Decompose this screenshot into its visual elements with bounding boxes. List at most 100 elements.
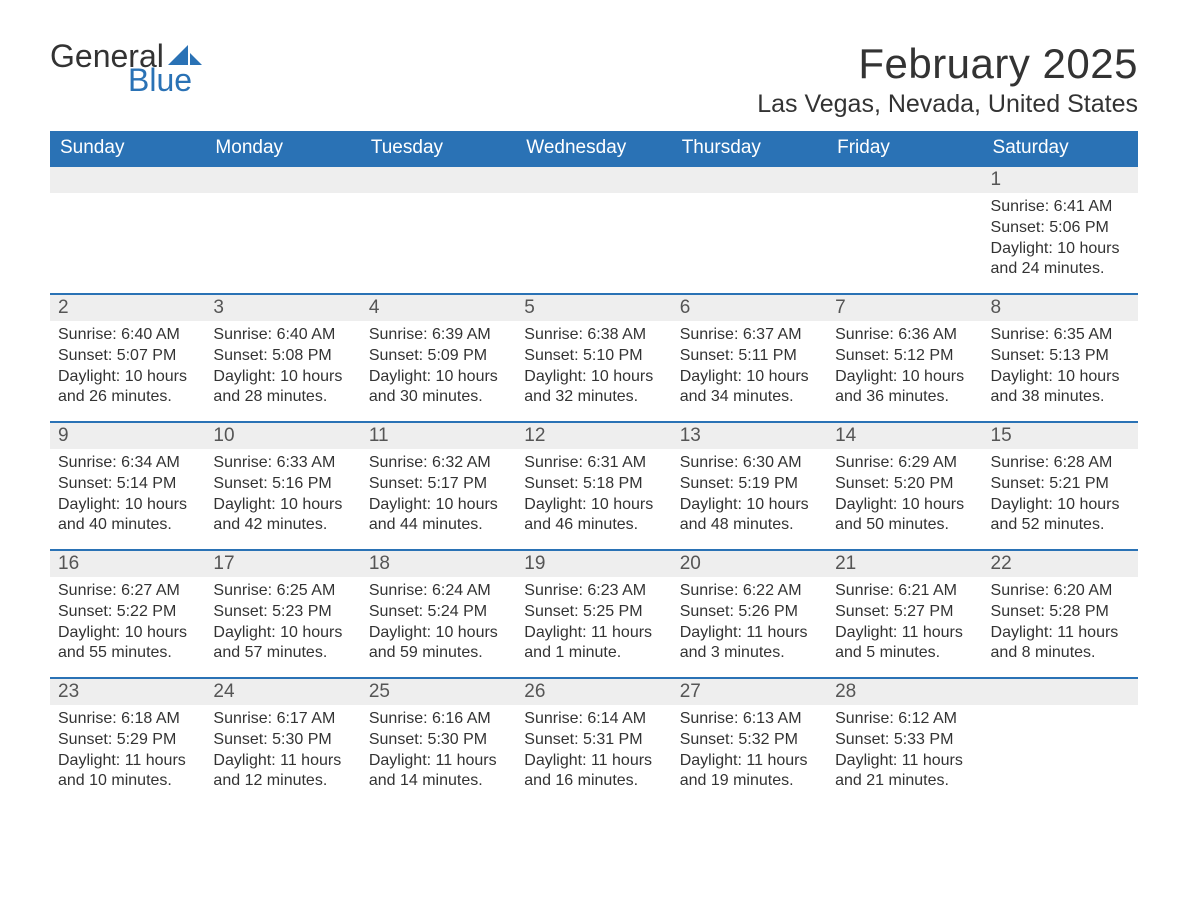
weekday-header: Monday [205, 131, 360, 165]
day-details: Sunrise: 6:32 AMSunset: 5:17 PMDaylight:… [361, 449, 516, 544]
sunset-line: Sunset: 5:07 PM [58, 346, 197, 367]
sunset-line: Sunset: 5:32 PM [680, 730, 819, 751]
sunrise-line: Sunrise: 6:25 AM [213, 581, 352, 602]
calendar-cell [983, 677, 1138, 805]
day-details: Sunrise: 6:36 AMSunset: 5:12 PMDaylight:… [827, 321, 982, 416]
day-number: 6 [672, 293, 827, 321]
day-details: Sunrise: 6:22 AMSunset: 5:26 PMDaylight:… [672, 577, 827, 672]
daylight-line: Daylight: 11 hours and 14 minutes. [369, 751, 508, 793]
day-number: 16 [50, 549, 205, 577]
sunrise-line: Sunrise: 6:40 AM [213, 325, 352, 346]
sunset-line: Sunset: 5:28 PM [991, 602, 1130, 623]
day-details: Sunrise: 6:16 AMSunset: 5:30 PMDaylight:… [361, 705, 516, 800]
day-number: 18 [361, 549, 516, 577]
daylight-line: Daylight: 11 hours and 10 minutes. [58, 751, 197, 793]
page-header: General Blue February 2025 Las Vegas, Ne… [50, 40, 1138, 119]
day-details: Sunrise: 6:41 AMSunset: 5:06 PMDaylight:… [983, 193, 1138, 288]
daylight-line: Daylight: 10 hours and 59 minutes. [369, 623, 508, 665]
sunrise-line: Sunrise: 6:31 AM [524, 453, 663, 474]
day-details: Sunrise: 6:37 AMSunset: 5:11 PMDaylight:… [672, 321, 827, 416]
sunrise-line: Sunrise: 6:17 AM [213, 709, 352, 730]
day-details: Sunrise: 6:40 AMSunset: 5:07 PMDaylight:… [50, 321, 205, 416]
day-number: 3 [205, 293, 360, 321]
calendar-body: 1Sunrise: 6:41 AMSunset: 5:06 PMDaylight… [50, 165, 1138, 805]
daylight-line: Daylight: 10 hours and 34 minutes. [680, 367, 819, 409]
weekday-header: Thursday [672, 131, 827, 165]
brand-word-2: Blue [128, 64, 202, 96]
sunrise-line: Sunrise: 6:39 AM [369, 325, 508, 346]
sunset-line: Sunset: 5:13 PM [991, 346, 1130, 367]
calendar-cell: 2Sunrise: 6:40 AMSunset: 5:07 PMDaylight… [50, 293, 205, 421]
daylight-line: Daylight: 11 hours and 19 minutes. [680, 751, 819, 793]
day-number [983, 677, 1138, 705]
day-number [827, 165, 982, 193]
calendar-cell: 1Sunrise: 6:41 AMSunset: 5:06 PMDaylight… [983, 165, 1138, 293]
day-number: 19 [516, 549, 671, 577]
sunrise-line: Sunrise: 6:22 AM [680, 581, 819, 602]
day-number: 22 [983, 549, 1138, 577]
day-details: Sunrise: 6:31 AMSunset: 5:18 PMDaylight:… [516, 449, 671, 544]
calendar-cell: 24Sunrise: 6:17 AMSunset: 5:30 PMDayligh… [205, 677, 360, 805]
sunset-line: Sunset: 5:30 PM [213, 730, 352, 751]
calendar-cell [361, 165, 516, 293]
sunset-line: Sunset: 5:21 PM [991, 474, 1130, 495]
daylight-line: Daylight: 10 hours and 42 minutes. [213, 495, 352, 537]
sunrise-line: Sunrise: 6:28 AM [991, 453, 1130, 474]
sunset-line: Sunset: 5:08 PM [213, 346, 352, 367]
sunrise-line: Sunrise: 6:29 AM [835, 453, 974, 474]
calendar-cell: 18Sunrise: 6:24 AMSunset: 5:24 PMDayligh… [361, 549, 516, 677]
sunrise-line: Sunrise: 6:13 AM [680, 709, 819, 730]
sunset-line: Sunset: 5:30 PM [369, 730, 508, 751]
sunset-line: Sunset: 5:14 PM [58, 474, 197, 495]
daylight-line: Daylight: 10 hours and 46 minutes. [524, 495, 663, 537]
sunset-line: Sunset: 5:06 PM [991, 218, 1130, 239]
daylight-line: Daylight: 10 hours and 57 minutes. [213, 623, 352, 665]
day-number: 10 [205, 421, 360, 449]
calendar-cell: 4Sunrise: 6:39 AMSunset: 5:09 PMDaylight… [361, 293, 516, 421]
sunrise-line: Sunrise: 6:23 AM [524, 581, 663, 602]
day-number: 7 [827, 293, 982, 321]
calendar-cell: 13Sunrise: 6:30 AMSunset: 5:19 PMDayligh… [672, 421, 827, 549]
daylight-line: Daylight: 10 hours and 28 minutes. [213, 367, 352, 409]
day-number: 1 [983, 165, 1138, 193]
sunset-line: Sunset: 5:20 PM [835, 474, 974, 495]
calendar-cell: 14Sunrise: 6:29 AMSunset: 5:20 PMDayligh… [827, 421, 982, 549]
location-subtitle: Las Vegas, Nevada, United States [757, 90, 1138, 119]
sunset-line: Sunset: 5:26 PM [680, 602, 819, 623]
calendar-cell: 20Sunrise: 6:22 AMSunset: 5:26 PMDayligh… [672, 549, 827, 677]
sunset-line: Sunset: 5:12 PM [835, 346, 974, 367]
day-number: 12 [516, 421, 671, 449]
day-details: Sunrise: 6:38 AMSunset: 5:10 PMDaylight:… [516, 321, 671, 416]
day-details: Sunrise: 6:21 AMSunset: 5:27 PMDaylight:… [827, 577, 982, 672]
sunrise-line: Sunrise: 6:40 AM [58, 325, 197, 346]
calendar-cell [672, 165, 827, 293]
sunset-line: Sunset: 5:10 PM [524, 346, 663, 367]
daylight-line: Daylight: 11 hours and 5 minutes. [835, 623, 974, 665]
day-number: 11 [361, 421, 516, 449]
sunset-line: Sunset: 5:25 PM [524, 602, 663, 623]
weekday-header: Friday [827, 131, 982, 165]
calendar-cell: 7Sunrise: 6:36 AMSunset: 5:12 PMDaylight… [827, 293, 982, 421]
day-number: 15 [983, 421, 1138, 449]
calendar-row: 1Sunrise: 6:41 AMSunset: 5:06 PMDaylight… [50, 165, 1138, 293]
day-number [672, 165, 827, 193]
weekday-header: Tuesday [361, 131, 516, 165]
sunset-line: Sunset: 5:18 PM [524, 474, 663, 495]
sunrise-line: Sunrise: 6:34 AM [58, 453, 197, 474]
calendar-cell: 11Sunrise: 6:32 AMSunset: 5:17 PMDayligh… [361, 421, 516, 549]
brand-logo: General Blue [50, 40, 202, 96]
daylight-line: Daylight: 11 hours and 8 minutes. [991, 623, 1130, 665]
day-number: 28 [827, 677, 982, 705]
calendar-cell: 25Sunrise: 6:16 AMSunset: 5:30 PMDayligh… [361, 677, 516, 805]
day-details: Sunrise: 6:29 AMSunset: 5:20 PMDaylight:… [827, 449, 982, 544]
calendar-cell [205, 165, 360, 293]
day-number [50, 165, 205, 193]
calendar-row: 2Sunrise: 6:40 AMSunset: 5:07 PMDaylight… [50, 293, 1138, 421]
daylight-line: Daylight: 10 hours and 24 minutes. [991, 239, 1130, 281]
day-details: Sunrise: 6:27 AMSunset: 5:22 PMDaylight:… [50, 577, 205, 672]
day-number: 27 [672, 677, 827, 705]
daylight-line: Daylight: 10 hours and 32 minutes. [524, 367, 663, 409]
sunset-line: Sunset: 5:09 PM [369, 346, 508, 367]
day-number: 2 [50, 293, 205, 321]
month-title: February 2025 [757, 40, 1138, 88]
